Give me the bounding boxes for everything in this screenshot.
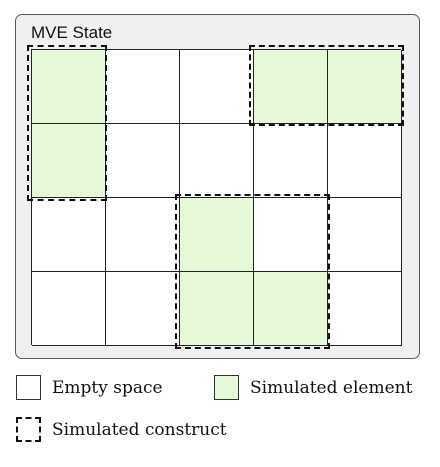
grid-cell-empty bbox=[106, 198, 180, 272]
legend-construct-swatch bbox=[16, 417, 41, 442]
grid-cell-empty bbox=[106, 124, 180, 198]
grid-cell-simulated bbox=[254, 272, 328, 346]
legend-empty-swatch bbox=[16, 375, 41, 400]
grid-cell-simulated bbox=[254, 50, 328, 124]
grid-cell-simulated bbox=[180, 198, 254, 272]
grid-cell-empty bbox=[328, 124, 402, 198]
state-grid bbox=[31, 49, 402, 346]
grid-cell-simulated bbox=[32, 50, 106, 124]
grid-cell-empty bbox=[32, 198, 106, 272]
grid-cell-empty bbox=[32, 272, 106, 346]
grid-cell-empty bbox=[328, 272, 402, 346]
legend-simulated-swatch bbox=[214, 375, 239, 400]
state-title: MVE State bbox=[31, 23, 113, 42]
grid-cell-empty bbox=[254, 124, 328, 198]
legend-construct-label: Simulated construct bbox=[52, 420, 227, 440]
grid-cell-simulated bbox=[32, 124, 106, 198]
grid-cell-empty bbox=[180, 124, 254, 198]
grid-cell-empty bbox=[180, 50, 254, 124]
grid-cell-empty bbox=[106, 272, 180, 346]
legend-simulated-label: Simulated element bbox=[250, 378, 413, 398]
legend-empty-label: Empty space bbox=[52, 378, 163, 398]
grid-cell-empty bbox=[254, 198, 328, 272]
grid-cell-simulated bbox=[328, 50, 402, 124]
grid-cell-empty bbox=[106, 50, 180, 124]
grid-cell-empty bbox=[328, 198, 402, 272]
grid-cell-simulated bbox=[180, 272, 254, 346]
